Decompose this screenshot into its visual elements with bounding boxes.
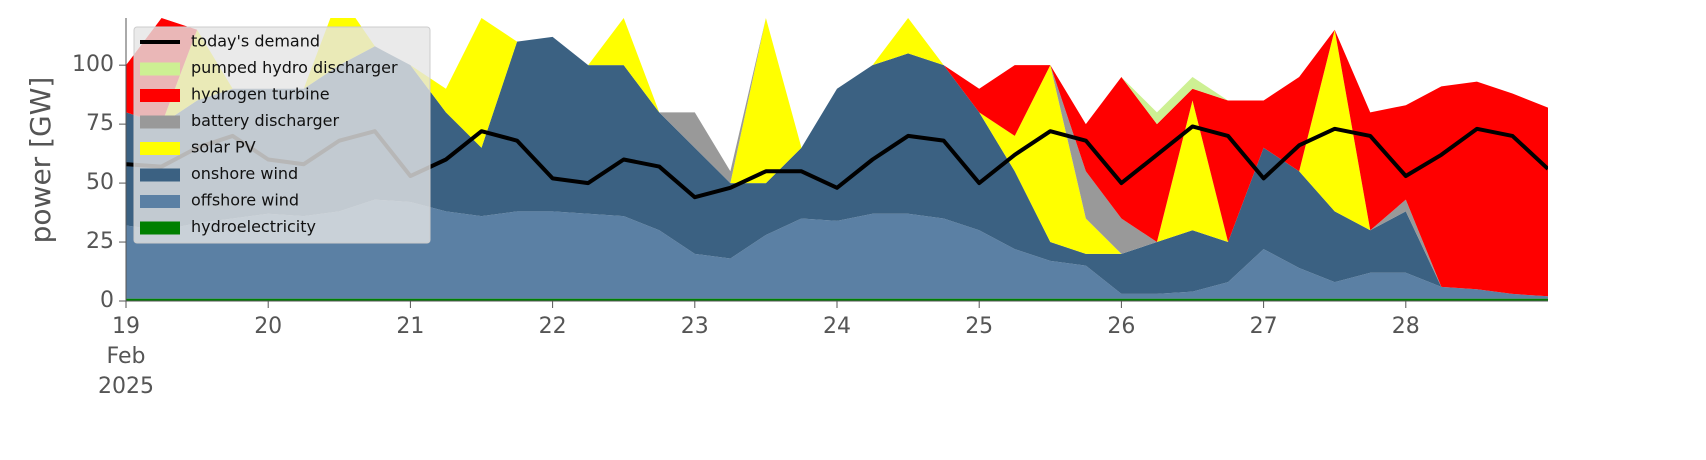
y-tick-label: 50 (86, 170, 114, 195)
legend-swatch (140, 221, 180, 235)
legend-swatch (140, 89, 180, 102)
legend-swatch (140, 62, 180, 76)
x-tick-label: 25 (965, 314, 994, 339)
area (126, 18, 1548, 297)
x-tick-label: 27 (1249, 314, 1278, 339)
x-tick-label: 21 (396, 314, 425, 339)
y-tick-label: 100 (72, 52, 114, 77)
x-tick-label: 23 (680, 314, 709, 339)
area (126, 36, 1548, 297)
x-tick-label: 28 (1391, 314, 1420, 339)
x-tick-label: 20 (254, 314, 283, 339)
legend-label: battery discharger (191, 111, 339, 130)
legend-swatch (140, 195, 180, 208)
y-axis-label: power [GW] (24, 77, 57, 244)
legend-label: solar PV (191, 138, 256, 157)
x-tick-label: 22 (538, 314, 567, 339)
x-tick-label: 26 (1107, 314, 1136, 339)
area (126, 199, 1548, 299)
legend-label: pumped hydro discharger (191, 58, 398, 77)
y-tick-label: 25 (86, 229, 114, 254)
legend-swatch (140, 115, 180, 129)
area (126, 298, 1548, 301)
x-tick-label: 19 Feb 2025 (98, 314, 154, 399)
legend-label: offshore wind (191, 191, 299, 210)
x-tick-label: 24 (823, 314, 851, 339)
legend-label: hydroelectricity (191, 217, 316, 236)
legend-swatch (140, 142, 180, 155)
y-tick-label: 0 (100, 288, 114, 313)
legend-swatch (140, 168, 180, 182)
legend-label: hydrogen turbine (191, 85, 330, 104)
legend-label: onshore wind (191, 164, 298, 183)
legend-box (133, 26, 431, 244)
legend-label: today's demand (191, 32, 320, 51)
y-tick-label: 75 (86, 111, 114, 136)
